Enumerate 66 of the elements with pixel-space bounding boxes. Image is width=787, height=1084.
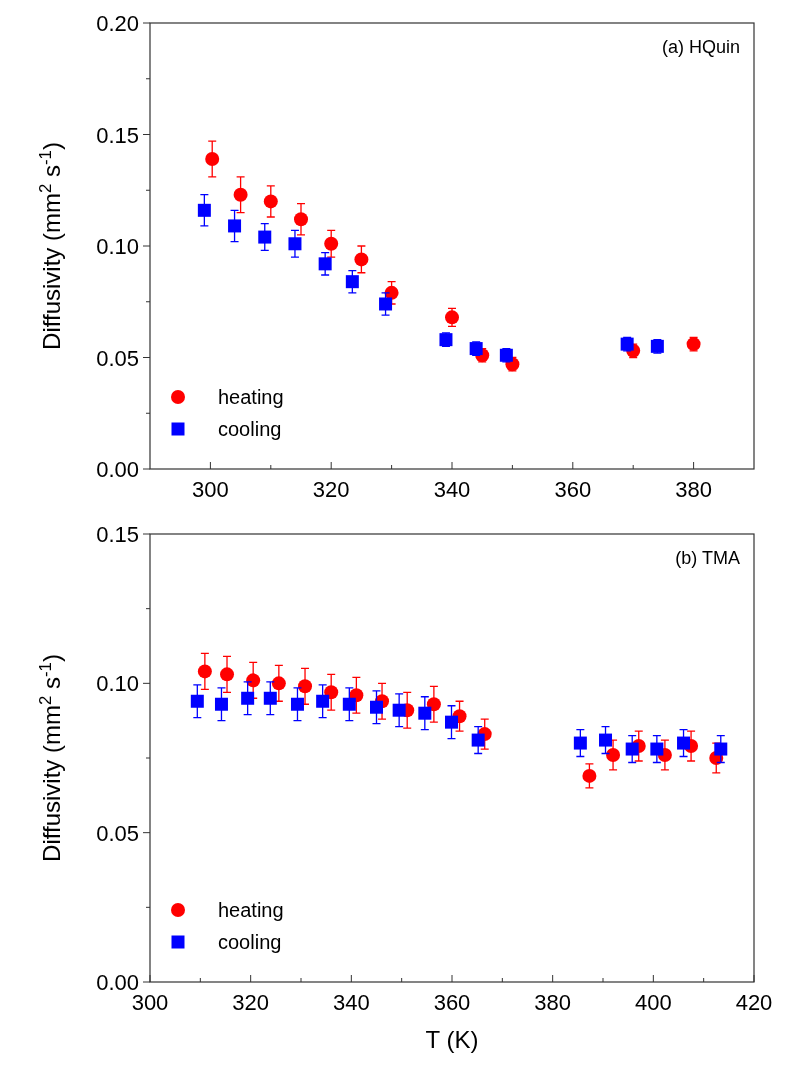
y-tick-label: 0.05 xyxy=(96,345,139,371)
y-tick-label: 0.10 xyxy=(96,671,139,697)
x-tick-label: 360 xyxy=(433,990,471,1015)
point xyxy=(228,219,242,233)
x-tick-label: 340 xyxy=(332,990,370,1015)
point xyxy=(324,236,339,251)
point xyxy=(263,194,278,209)
x-tick-label: 300 xyxy=(192,477,229,502)
point xyxy=(426,697,441,712)
point xyxy=(214,697,228,711)
x-tick-label: 380 xyxy=(675,477,712,502)
point xyxy=(625,742,639,756)
y-tick-label: 0.20 xyxy=(96,11,139,36)
x-tick-label: 400 xyxy=(634,990,672,1015)
point xyxy=(650,742,664,756)
y-tick-label: 0.15 xyxy=(96,522,139,547)
point xyxy=(318,257,332,271)
point xyxy=(205,152,220,167)
point xyxy=(290,697,304,711)
point xyxy=(316,694,330,708)
point xyxy=(392,703,406,717)
point xyxy=(345,275,359,289)
point xyxy=(471,733,485,747)
y-tick-label: 0.15 xyxy=(96,122,139,148)
legend-label: cooling xyxy=(218,931,282,953)
point xyxy=(298,679,313,694)
point xyxy=(324,685,339,700)
x-tick-label: 360 xyxy=(554,477,592,502)
point xyxy=(246,673,261,688)
x-tick-label: 340 xyxy=(433,477,471,502)
point xyxy=(342,697,356,711)
point xyxy=(354,252,369,267)
y-tick-label: 0.00 xyxy=(96,457,139,482)
point xyxy=(714,742,728,756)
y-tick-label: 0.10 xyxy=(96,234,139,259)
x-axis-title: T (K) xyxy=(425,1026,479,1053)
point xyxy=(599,733,613,747)
point xyxy=(294,212,308,227)
point xyxy=(263,691,277,705)
x-tick-label: 380 xyxy=(534,990,572,1015)
legend-label: heating xyxy=(218,386,284,408)
point xyxy=(418,706,432,720)
point xyxy=(197,664,212,679)
point xyxy=(379,297,393,311)
point xyxy=(241,691,255,705)
point xyxy=(445,715,458,729)
point xyxy=(271,676,286,691)
annotation: (b) TMA xyxy=(675,548,740,568)
x-tick-label: 420 xyxy=(735,990,773,1015)
point xyxy=(190,694,204,708)
point xyxy=(258,230,272,244)
point xyxy=(220,667,235,682)
point xyxy=(582,768,597,783)
legend-label: cooling xyxy=(218,418,282,440)
point xyxy=(233,187,248,202)
point xyxy=(288,237,302,251)
x-tick-label: 320 xyxy=(232,990,270,1015)
annotation: (a) HQuin xyxy=(661,37,740,57)
point xyxy=(606,748,621,763)
point xyxy=(370,700,383,714)
point xyxy=(573,736,587,750)
point xyxy=(197,203,211,217)
point xyxy=(677,736,691,750)
y-tick-label: 0.05 xyxy=(96,820,139,846)
legend-label: heating xyxy=(218,899,284,921)
x-tick-label: 320 xyxy=(312,477,350,502)
